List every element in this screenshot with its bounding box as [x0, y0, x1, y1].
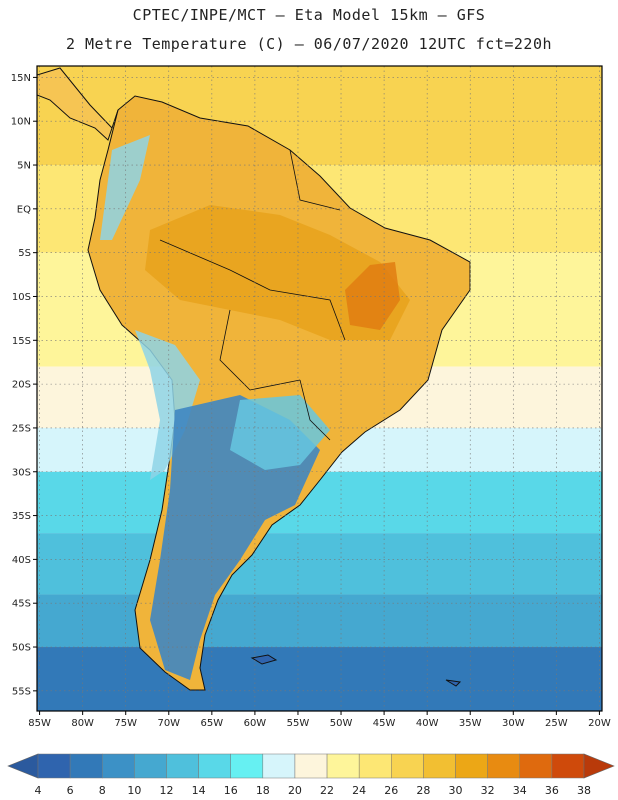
lat-label: 35S: [12, 511, 31, 522]
colorbar-tick-label: 10: [127, 784, 141, 797]
colorbar-tick-label: 22: [320, 784, 334, 797]
colorbar-tick-label: 18: [256, 784, 270, 797]
lat-label: 20S: [12, 380, 31, 391]
map-subtitle: 2 Metre Temperature (C) – 06/07/2020 12U…: [65, 35, 553, 53]
colorbar-tick-label: 4: [35, 784, 42, 797]
lon-label: 75W: [114, 718, 137, 729]
central-america-landmass: [37, 67, 119, 141]
lat-label: 15N: [11, 73, 31, 84]
colorbar-tick-label: 8: [99, 784, 106, 797]
lon-label: 35W: [459, 718, 482, 729]
country-borders: [159, 149, 346, 441]
andes-cold-strip: [100, 135, 200, 480]
colorbar-tick-label: 28: [416, 784, 430, 797]
temperature-map: 15N 10N 5N EQ 5S 10S 15S 20S 25S 30S 35S 40S 45S 50S 5…: [11, 65, 611, 729]
latitude-labels: 15N 10N 5N EQ 5S 10S 15S 20S 25S 30S 35S 40S 45S 50S 5…: [11, 73, 37, 697]
longitude-labels: 85W 80W 75W 70W 65W 60W 55W 50W 45W 40W 35W 30W 25W 2…: [28, 711, 611, 729]
lat-label: 5S: [18, 248, 31, 259]
colorbar-tick-label: 32: [481, 784, 495, 797]
lon-label: 25W: [545, 718, 568, 729]
colorbar-tick-label: 30: [449, 784, 463, 797]
south-georgia-island: [445, 679, 462, 687]
lat-label: 15S: [12, 336, 31, 347]
colorbar-swatch: [198, 753, 231, 779]
brazil-northeast-hot-region: [345, 262, 400, 330]
lon-label: 55W: [287, 718, 310, 729]
lat-label: 10S: [12, 292, 31, 303]
ocean-band-7: [37, 594, 602, 648]
lat-label: EQ: [17, 204, 31, 215]
lon-label: 80W: [71, 718, 94, 729]
lat-label: 25S: [12, 423, 31, 434]
amazon-warm-region: [145, 205, 410, 340]
lat-label: 50S: [12, 643, 31, 654]
colorbar-tick-label: 36: [545, 784, 559, 797]
colorbar-swatch: [326, 753, 360, 779]
colorbar-swatch: [37, 753, 71, 779]
lon-label: 20W: [588, 718, 611, 729]
map-title: CPTEC/INPE/MCT – Eta Model 15km – GFS: [132, 6, 486, 24]
lon-label: 40W: [416, 718, 439, 729]
ocean-band-8: [37, 647, 602, 711]
lat-label: 55S: [12, 686, 31, 697]
ocean-band-6: [37, 533, 602, 595]
colorbar-swatch: [358, 753, 392, 779]
lon-label: 60W: [244, 718, 267, 729]
colorbar-tick-label: 34: [513, 784, 527, 797]
lat-label: 40S: [12, 555, 31, 566]
colorbar-swatch: [166, 753, 199, 779]
colorbar-swatch: [455, 753, 488, 779]
lon-label: 50W: [330, 718, 353, 729]
lat-label: 30S: [12, 467, 31, 478]
lat-label: 5N: [17, 161, 31, 172]
lon-label: 85W: [28, 718, 51, 729]
colorbar-swatch: [519, 753, 553, 779]
colorbar-swatch: [294, 753, 328, 779]
lon-label: 30W: [502, 718, 525, 729]
colorbar-tick-label: 14: [192, 784, 206, 797]
lon-label: 70W: [157, 718, 180, 729]
colorbar-tick-label: 20: [288, 784, 302, 797]
colorbar-tick-label: 24: [352, 784, 366, 797]
colorbar-swatch: [262, 753, 296, 779]
map-border: [36, 65, 603, 712]
colorbar-swatch: [551, 753, 585, 779]
colorbar-under-arrow: [7, 753, 39, 779]
falkland-islands: [250, 654, 278, 665]
colorbar-swatch: [134, 753, 167, 779]
colorbar-tick-label: 12: [159, 784, 173, 797]
colorbar-tick-label: 6: [67, 784, 74, 797]
colorbar-swatch: [69, 753, 103, 779]
colorbar-tick-label: 16: [224, 784, 238, 797]
colorbar-swatch: [487, 753, 521, 779]
colorbar-over-arrow: [583, 753, 615, 779]
colorbar-swatch: [101, 753, 135, 779]
colorbar-swatch: [230, 753, 264, 779]
temperature-colorbar: 4 6 8 10 12 14 16 18 20 22 24 26 28 30 32 34 36 38: [7, 753, 615, 797]
colorbar-swatch: [423, 753, 456, 779]
colorbar-swatch: [391, 753, 424, 779]
lat-label: 45S: [12, 599, 31, 610]
lat-label: 10N: [11, 117, 31, 128]
colorbar-tick-label: 38: [577, 784, 591, 797]
lon-label: 45W: [373, 718, 396, 729]
ocean-band-5: [37, 471, 602, 534]
colorbar-tick-label: 26: [384, 784, 398, 797]
lon-label: 65W: [201, 718, 224, 729]
